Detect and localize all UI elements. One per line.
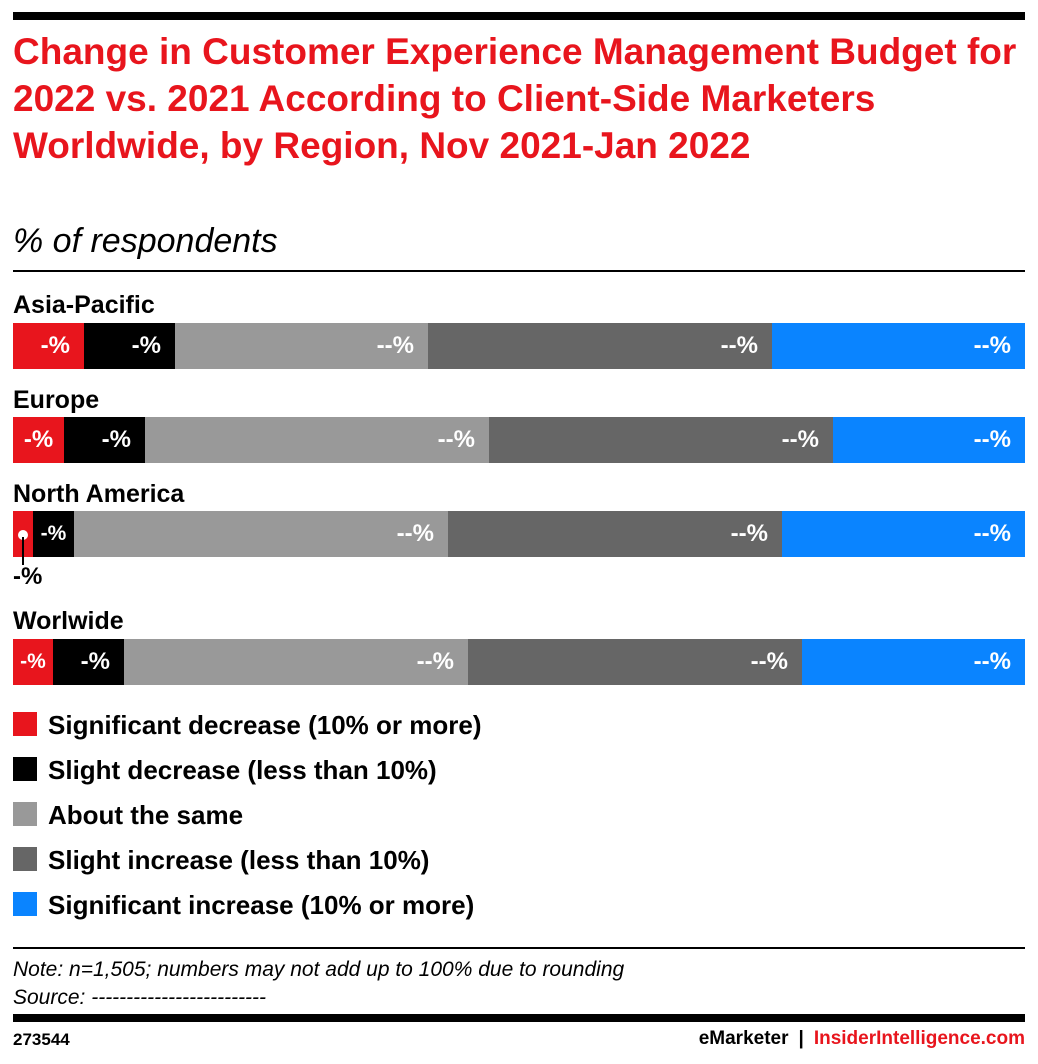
bar-row: -% -% --% --% --% (13, 639, 1025, 685)
bar-segment (772, 323, 1025, 369)
top-rule (13, 12, 1025, 20)
bar-segment (64, 417, 145, 463)
data-label: --% (973, 520, 1011, 547)
data-label: --% (750, 648, 788, 675)
bar-segment (145, 417, 489, 463)
region-label: North America (13, 480, 185, 508)
data-label: -% (13, 563, 43, 590)
data-label: -% (23, 426, 54, 453)
bar-segment (468, 639, 802, 685)
data-label: --% (396, 520, 434, 547)
chart-source: Source: ------------------------- (13, 986, 267, 1009)
bar-segment (13, 417, 64, 463)
bar-segment (13, 639, 53, 685)
data-label: --% (973, 332, 1011, 359)
chart-title: Change in Customer Experience Management… (13, 31, 1017, 166)
data-label: -% (40, 522, 67, 545)
data-label: --% (973, 648, 1011, 675)
legend-swatch (13, 892, 37, 916)
data-label: -% (40, 332, 70, 359)
bar-segment (448, 511, 782, 557)
data-label: --% (720, 332, 758, 359)
bar-segment (802, 639, 1025, 685)
legend-label: About the same (48, 800, 244, 830)
bar-segment (124, 639, 468, 685)
region-label: Europe (13, 386, 100, 414)
chart-subtitle: % of respondents (13, 222, 278, 260)
bar-row: -% -% --% --% --% (13, 323, 1025, 369)
bar-segment (74, 511, 448, 557)
bottom-rule (13, 1014, 1025, 1022)
brand-separator: | (798, 1028, 804, 1049)
data-label: --% (973, 426, 1011, 453)
data-label: --% (781, 426, 819, 453)
legend-swatch (13, 802, 37, 826)
legend-label: Slight increase (less than 10%) (48, 845, 430, 875)
region-label: Worlwide (13, 607, 124, 635)
bar-segment (13, 323, 84, 369)
bar-segment (489, 417, 833, 463)
brand-footer: eMarketer | InsiderIntelligence.com (699, 1028, 1025, 1050)
header-divider (13, 270, 1025, 272)
legend-label: Significant increase (10% or more) (48, 890, 475, 920)
insider-intelligence-link[interactable]: InsiderIntelligence.com (813, 1028, 1025, 1049)
region-label: Asia-Pacific (13, 291, 155, 319)
emarketer-brand: eMarketer (698, 1028, 789, 1049)
bar-segment (175, 323, 428, 369)
bar-segment (33, 511, 74, 557)
legend-swatch (13, 847, 37, 871)
data-label: -% (131, 332, 161, 359)
bar-segment (84, 323, 175, 369)
callout-line (22, 537, 24, 565)
legend-swatch (13, 757, 37, 781)
bar-segment (53, 639, 124, 685)
data-label: -% (101, 426, 131, 453)
legend-label: Significant decrease (10% or more) (48, 710, 482, 740)
bar-row: -% -% --% --% --% (13, 417, 1025, 463)
bar-segment (782, 511, 1025, 557)
footer-divider (13, 947, 1025, 949)
legend-swatch (13, 712, 37, 736)
bar-row: -% --% --% --% (13, 511, 1025, 557)
data-label: --% (730, 520, 768, 547)
data-label: --% (437, 426, 475, 453)
chart-id: 273544 (13, 1030, 70, 1049)
data-label: -% (80, 648, 110, 675)
data-label: --% (376, 332, 414, 359)
bar-segment (428, 323, 772, 369)
legend-label: Slight decrease (less than 10%) (48, 755, 437, 785)
bar-segment (833, 417, 1025, 463)
data-label: -% (20, 650, 46, 673)
data-label: --% (416, 648, 454, 675)
chart-note: Note: n=1,505; numbers may not add up to… (13, 958, 625, 981)
